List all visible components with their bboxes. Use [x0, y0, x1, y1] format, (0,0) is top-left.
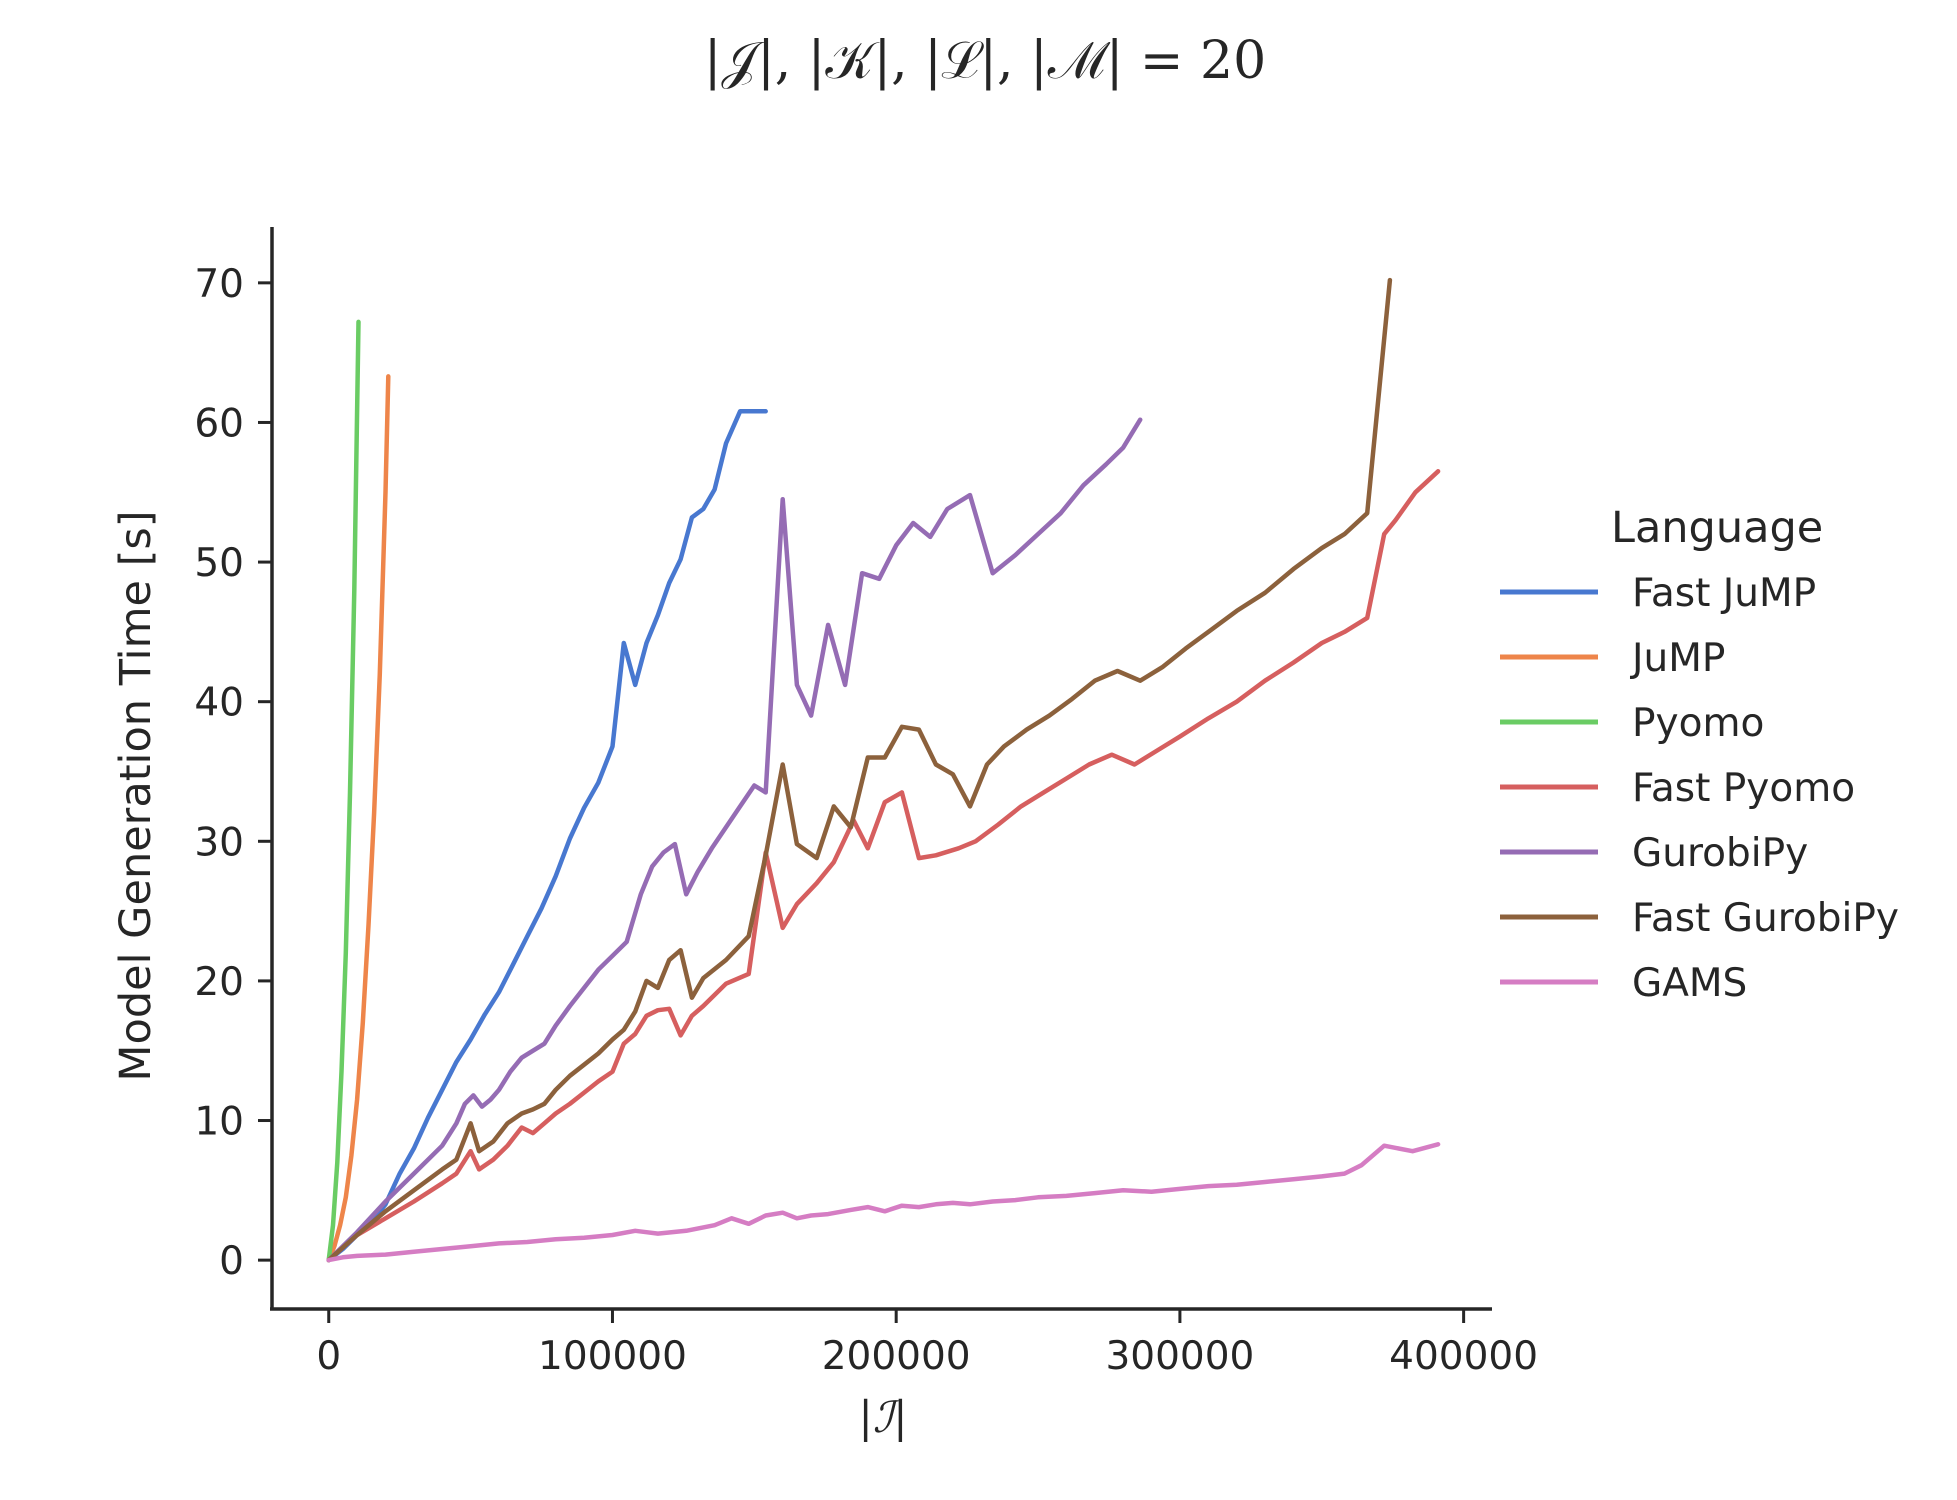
- x-tick-label: 100000: [538, 1334, 687, 1379]
- series-line-jump: [326, 374, 391, 1263]
- series-lines: [326, 277, 1441, 1263]
- y-tick-label: 30: [194, 820, 244, 865]
- x-axis-ticks: 0 100000 200000 300000 400000: [316, 1309, 1538, 1379]
- legend-label-gurobipy: GurobiPy: [1632, 831, 1808, 876]
- series-line-fast-jump: [326, 409, 768, 1263]
- legend-label-fast-gurobipy: Fast GurobiPy: [1632, 896, 1899, 941]
- plot-area: 0 10 20 30 40 50 60 70 0 100000 200000 300000 40000…: [194, 227, 1538, 1379]
- x-tick-label: 300000: [1105, 1334, 1254, 1379]
- y-tick-label: 70: [194, 262, 244, 307]
- y-tick-label: 20: [194, 960, 244, 1005]
- y-tick-label: 0: [219, 1239, 244, 1284]
- y-axis-ticks: 0 10 20 30 40 50 60 70: [194, 262, 272, 1284]
- y-axis-title: Model Generation Time [s]: [111, 510, 161, 1081]
- x-tick-label: 400000: [1389, 1334, 1538, 1379]
- series-line-fast-pyomo: [326, 469, 1441, 1263]
- y-tick-label: 10: [194, 1100, 244, 1145]
- legend: Language Fast JuMP JuMP Pyomo Fast Pyomo Gur…: [1500, 503, 1899, 1006]
- legend-title: Language: [1611, 503, 1823, 553]
- legend-label-fast-pyomo: Fast Pyomo: [1632, 766, 1855, 811]
- y-tick-label: 60: [194, 401, 244, 446]
- x-tick-label: 0: [316, 1334, 341, 1379]
- series-line-gams: [326, 1142, 1441, 1263]
- series-line-pyomo: [326, 319, 361, 1263]
- x-tick-label: 200000: [822, 1334, 971, 1379]
- legend-label-fast-jump: Fast JuMP: [1632, 571, 1816, 616]
- chart-title: |𝒥|, |𝒦|, |ℒ|, |ℳ| = 20: [704, 31, 1266, 91]
- series-line-fast-gurobipy: [326, 277, 1393, 1263]
- legend-label-jump: JuMP: [1629, 636, 1725, 681]
- y-tick-label: 50: [194, 541, 244, 586]
- y-tick-label: 40: [194, 681, 244, 726]
- legend-label-pyomo: Pyomo: [1632, 701, 1764, 746]
- x-axis-title: |ℐ|: [858, 1393, 907, 1443]
- series-line-gurobipy: [326, 417, 1143, 1263]
- legend-label-gams: GAMS: [1632, 961, 1747, 1006]
